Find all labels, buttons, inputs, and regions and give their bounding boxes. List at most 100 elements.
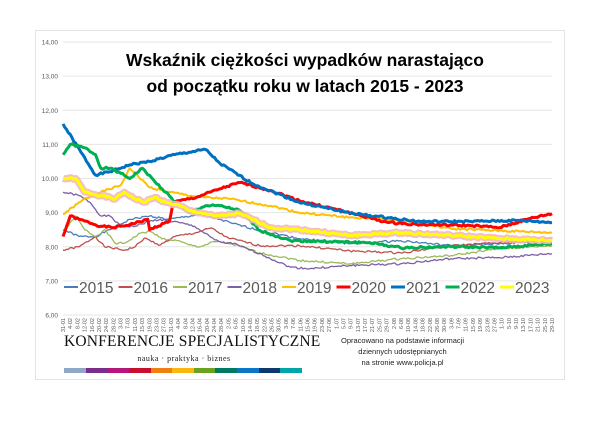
x-tick-label: 10-05 xyxy=(241,318,247,332)
x-tick-label: 11-06 xyxy=(298,318,304,332)
x-tick-label: 9-07 xyxy=(349,318,355,329)
x-tick-label: 23-09 xyxy=(485,318,491,332)
x-tick-label: 13-07 xyxy=(356,318,362,332)
chart-title-line2: od początku roku w latach 2015 - 2023 xyxy=(146,76,464,96)
x-tick-label: 27-03 xyxy=(162,318,168,332)
series-line-2017 xyxy=(62,215,553,265)
x-tick-label: 14-08 xyxy=(413,318,419,332)
source-note-line2: dziennych udostępnianych xyxy=(358,347,447,356)
x-tick-label: 16-02 xyxy=(90,318,96,332)
y-tick-label: 7,00 xyxy=(45,278,58,285)
x-tick-label: 27-09 xyxy=(492,318,498,332)
legend-label-2018: 2018 xyxy=(243,280,277,297)
x-tick-label: 12-04 xyxy=(190,318,196,332)
x-tick-label: 19-06 xyxy=(313,318,319,332)
x-tick-label: 13-10 xyxy=(521,318,527,332)
legend-label-2019: 2019 xyxy=(297,280,331,297)
chart-card xyxy=(35,30,565,380)
logo-bar-segment xyxy=(258,368,281,373)
x-tick-label: 20-04 xyxy=(205,318,211,332)
logo-name: KONFERENCJE SPECJALISTYCZNE xyxy=(64,333,321,350)
legend-label-2017: 2017 xyxy=(188,280,222,297)
x-tick-label: 24-04 xyxy=(212,318,218,332)
x-tick-label: 3-09 xyxy=(449,318,455,329)
x-tick-label: 17-10 xyxy=(528,318,534,332)
series-line-2018 xyxy=(62,191,553,270)
y-tick-label: 14,00 xyxy=(42,40,59,47)
x-tick-label: 7-06 xyxy=(291,318,297,329)
y-tick-label: 9,00 xyxy=(45,210,58,217)
logo-bar-segment xyxy=(64,368,86,373)
x-tick-label: 4-02 xyxy=(68,318,74,329)
x-tick-label: 19-09 xyxy=(478,318,484,332)
logo-bar-segment xyxy=(150,368,173,373)
legend-label-2021: 2021 xyxy=(406,280,440,297)
x-tick-label: 6-08 xyxy=(399,318,405,329)
x-tick-label: 1-07 xyxy=(334,318,340,329)
x-tick-label: 11-03 xyxy=(133,318,139,332)
legend-label-2020: 2020 xyxy=(352,280,387,297)
x-tick-label: 9-10 xyxy=(514,318,520,329)
x-tick-label: 30-05 xyxy=(277,318,283,332)
x-tick-label: 23-03 xyxy=(154,318,160,332)
x-tick-label: 15-09 xyxy=(471,318,477,332)
x-tick-label: 28-02 xyxy=(111,318,117,332)
x-tick-label: 29-10 xyxy=(550,318,556,332)
y-tick-label: 11,00 xyxy=(42,142,58,149)
series-line-2021 xyxy=(61,123,553,225)
x-tick-label: 26-05 xyxy=(270,318,276,332)
x-tick-label: 28-04 xyxy=(219,318,225,332)
logo-bar-segment xyxy=(107,368,129,373)
x-tick-label: 2-05 xyxy=(226,318,232,329)
x-tick-label: 10-08 xyxy=(406,318,412,332)
y-tick-label: 10,00 xyxy=(42,176,59,183)
x-tick-label: 25-10 xyxy=(543,318,549,332)
x-tick-label: 18-05 xyxy=(255,318,261,332)
x-tick-label: 23-06 xyxy=(320,318,326,332)
x-tick-label: 4-04 xyxy=(176,318,182,329)
source-note-line1: Opracowano na podstawie informacji xyxy=(341,336,464,345)
x-tick-label: 22-05 xyxy=(262,318,268,332)
x-tick-label: 11-09 xyxy=(464,318,470,332)
x-tick-label: 16-04 xyxy=(198,318,204,332)
x-tick-label: 25-07 xyxy=(377,318,383,332)
x-tick-label: 2-08 xyxy=(392,318,398,329)
logo-bar-segment xyxy=(172,368,194,373)
x-tick-label: 21-07 xyxy=(370,318,376,332)
x-tick-label: 27-06 xyxy=(327,318,333,332)
series-line-2019 xyxy=(62,167,553,234)
x-tick-label: 21-10 xyxy=(536,318,542,332)
legend-label-2015: 2015 xyxy=(79,280,113,297)
x-tick-label: 24-02 xyxy=(104,318,110,332)
logo-bar-segment xyxy=(280,368,303,373)
x-tick-label: 22-08 xyxy=(428,318,434,332)
x-tick-label: 17-07 xyxy=(363,318,369,332)
logo-color-bar xyxy=(64,368,303,373)
x-tick-label: 31-03 xyxy=(169,318,175,332)
x-tick-label: 7-03 xyxy=(126,318,132,329)
legend-label-2023: 2023 xyxy=(515,280,549,297)
logo-bar-segment xyxy=(85,368,108,373)
x-tick-label: 20-02 xyxy=(97,318,103,332)
y-tick-label: 6,00 xyxy=(45,313,58,320)
x-tick-label: 26-08 xyxy=(435,318,441,332)
legend-label-2016: 2016 xyxy=(134,280,168,297)
x-tick-label: 5-07 xyxy=(341,318,347,329)
y-tick-label: 13,00 xyxy=(42,74,59,81)
series-line-2016 xyxy=(62,227,553,255)
x-tick-label: 6-05 xyxy=(234,318,240,329)
x-tick-label: 15-06 xyxy=(306,318,312,332)
x-tick-label: 31-01 xyxy=(61,318,67,332)
x-tick-label: 7-09 xyxy=(457,318,463,329)
y-tick-label: 8,00 xyxy=(45,244,58,251)
x-tick-label: 18-08 xyxy=(421,318,427,332)
x-tick-label: 29-07 xyxy=(385,318,391,332)
legend-label-2022: 2022 xyxy=(461,280,495,297)
source-note: Opracowano na podstawie informacji dzien… xyxy=(330,335,475,368)
x-tick-label: 3-06 xyxy=(284,318,290,329)
chart-title-line1: Wskaźnik ciężkości wypadków narastająco xyxy=(126,50,484,70)
x-tick-label: 14-05 xyxy=(248,318,254,332)
x-tick-label: 19-03 xyxy=(147,318,153,332)
x-tick-label: 8-04 xyxy=(183,318,189,329)
